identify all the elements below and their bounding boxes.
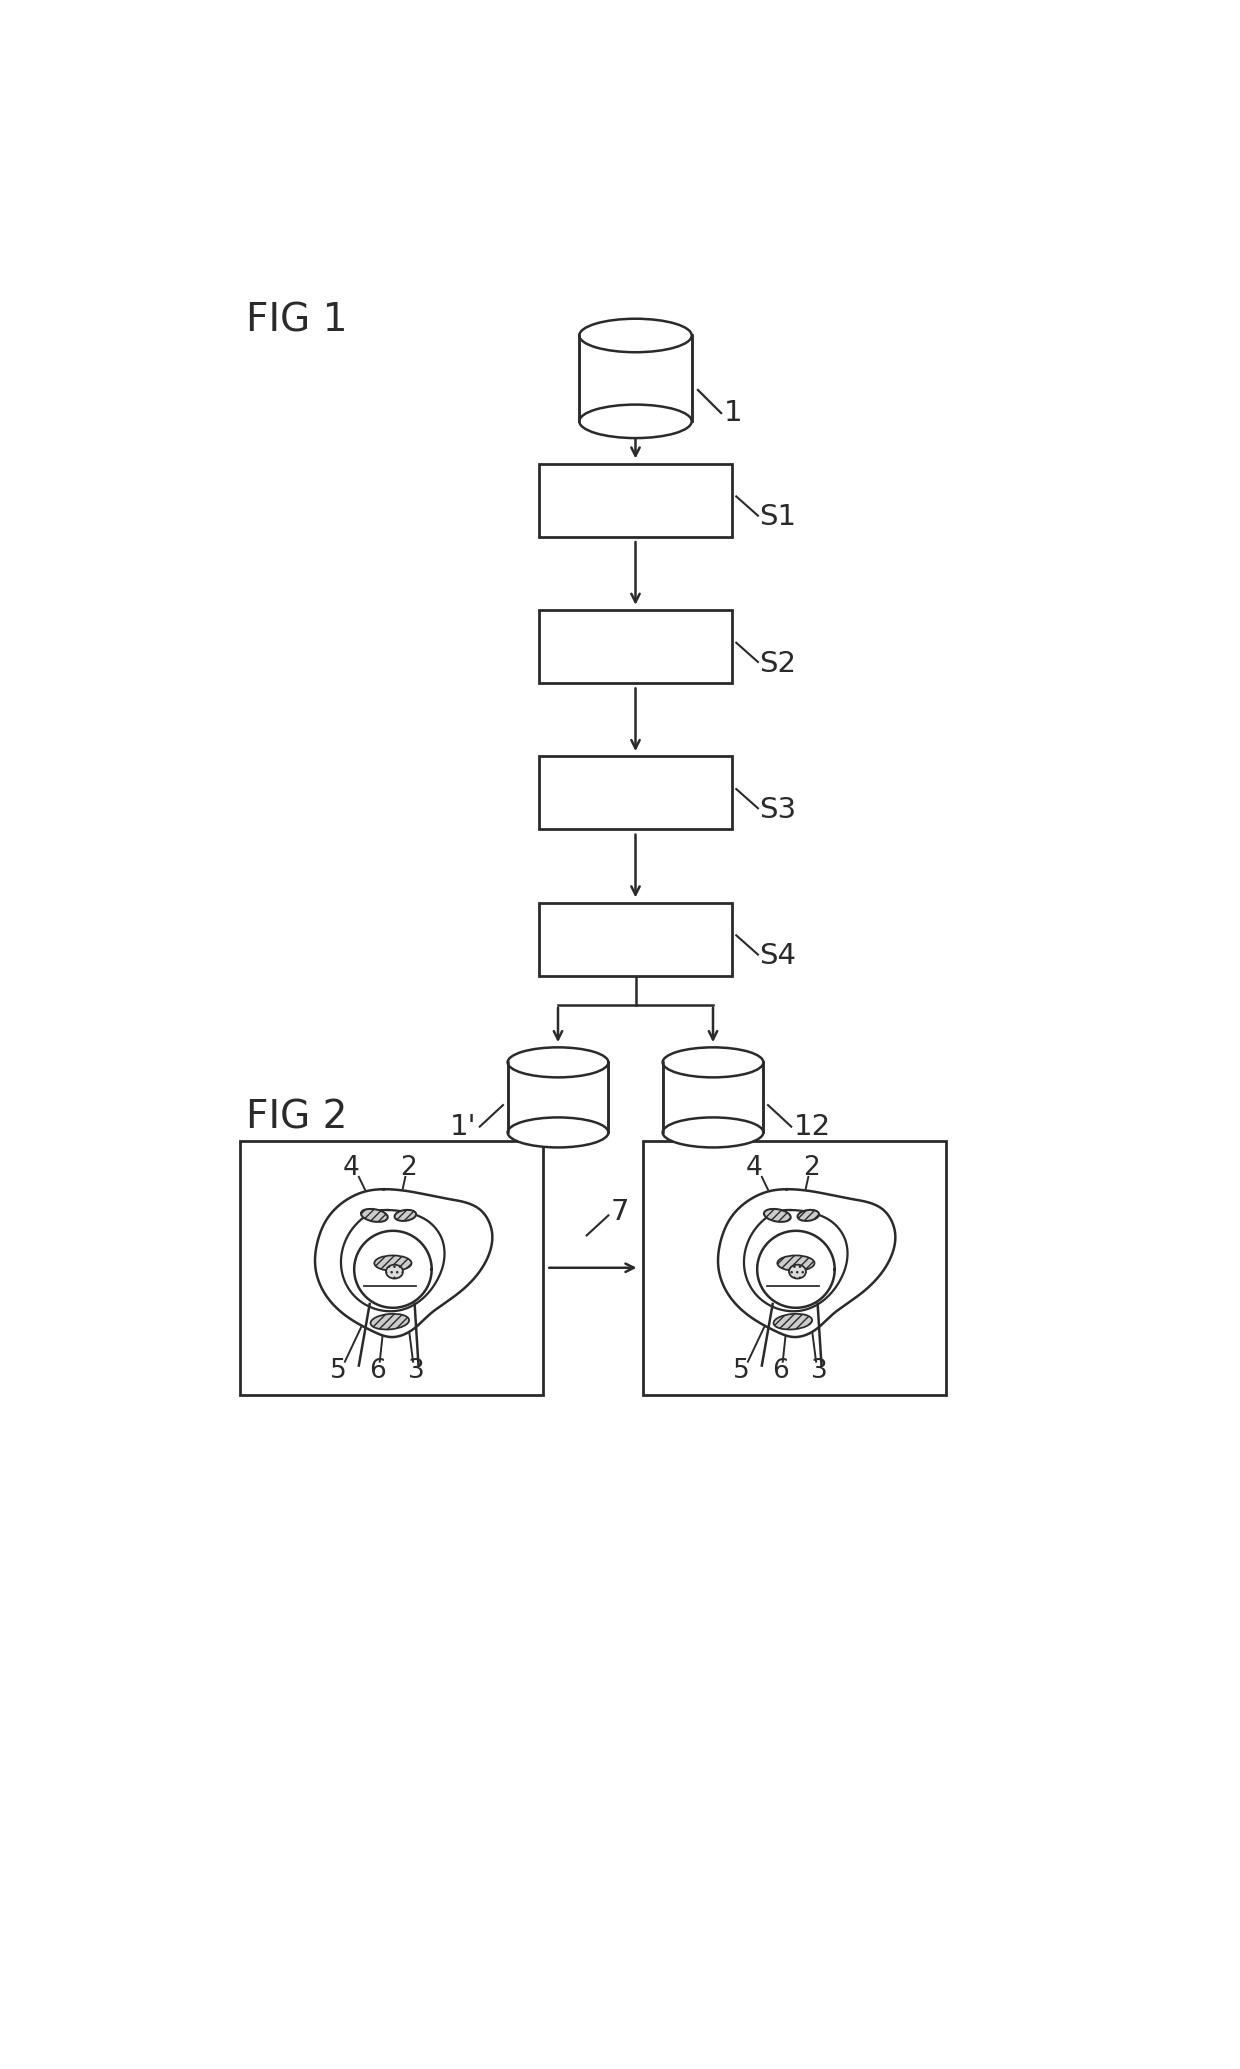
Ellipse shape: [579, 406, 692, 439]
Ellipse shape: [579, 319, 692, 352]
Polygon shape: [744, 1210, 847, 1312]
Polygon shape: [579, 335, 692, 422]
Ellipse shape: [777, 1256, 815, 1270]
Bar: [538, 463, 733, 536]
Ellipse shape: [662, 1117, 764, 1148]
Ellipse shape: [789, 1264, 806, 1279]
Bar: [538, 902, 733, 977]
Text: 5: 5: [733, 1357, 750, 1384]
Bar: [538, 757, 733, 830]
Bar: [241, 1140, 543, 1395]
Polygon shape: [758, 1231, 835, 1308]
Text: 4: 4: [342, 1155, 360, 1181]
Text: FIG 1: FIG 1: [247, 302, 348, 339]
Text: 2: 2: [401, 1155, 417, 1181]
Text: 4: 4: [745, 1155, 763, 1181]
Text: 3: 3: [811, 1357, 827, 1384]
Text: 6: 6: [370, 1357, 386, 1384]
Ellipse shape: [374, 1256, 412, 1270]
Text: S2: S2: [759, 650, 796, 677]
Text: FIG 2: FIG 2: [247, 1099, 348, 1136]
Ellipse shape: [797, 1210, 820, 1221]
Polygon shape: [662, 1061, 764, 1132]
Polygon shape: [341, 1210, 444, 1312]
Text: 12: 12: [794, 1113, 831, 1140]
Ellipse shape: [371, 1314, 409, 1330]
Text: S4: S4: [759, 941, 796, 970]
Text: 1: 1: [723, 399, 742, 426]
Text: 1': 1': [450, 1113, 476, 1140]
Polygon shape: [718, 1190, 895, 1337]
Polygon shape: [315, 1190, 492, 1337]
Ellipse shape: [662, 1047, 764, 1078]
Ellipse shape: [361, 1208, 388, 1223]
Ellipse shape: [394, 1210, 417, 1221]
Text: 2: 2: [804, 1155, 820, 1181]
Polygon shape: [355, 1231, 432, 1308]
Bar: [644, 1140, 945, 1395]
Text: 7: 7: [611, 1198, 629, 1227]
Text: 6: 6: [773, 1357, 789, 1384]
Bar: [538, 610, 733, 683]
Polygon shape: [507, 1061, 609, 1132]
Ellipse shape: [507, 1047, 609, 1078]
Text: 3: 3: [408, 1357, 424, 1384]
Ellipse shape: [774, 1314, 812, 1330]
Ellipse shape: [507, 1117, 609, 1148]
Text: S1: S1: [759, 503, 796, 532]
Text: S3: S3: [759, 797, 796, 823]
Ellipse shape: [764, 1208, 791, 1223]
Text: 5: 5: [330, 1357, 347, 1384]
Ellipse shape: [386, 1264, 403, 1279]
